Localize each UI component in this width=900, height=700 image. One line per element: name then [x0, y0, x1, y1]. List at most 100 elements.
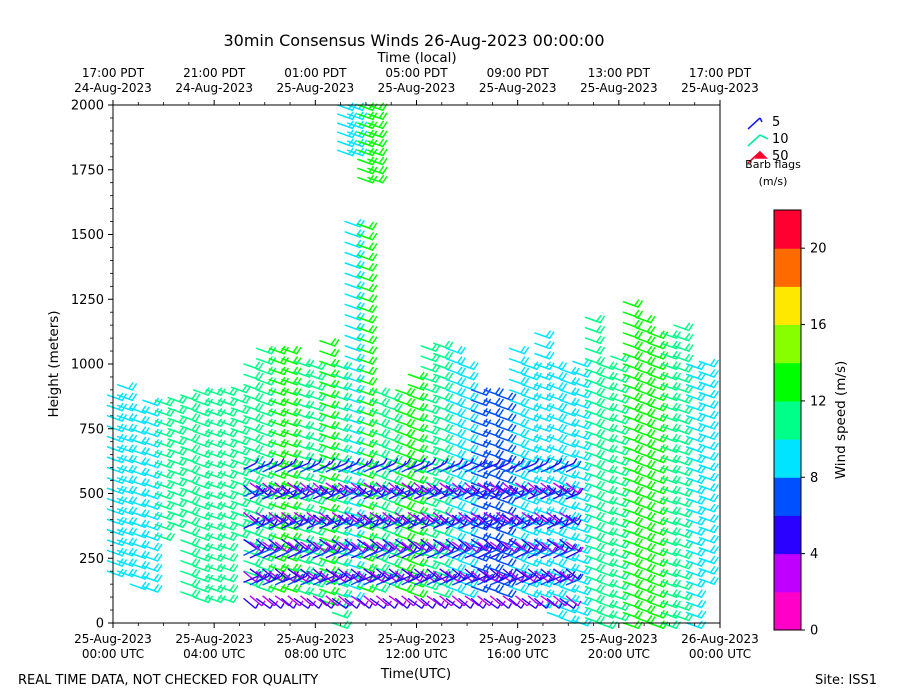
- barb-flag: [621, 478, 627, 486]
- barb-flag: [182, 468, 188, 477]
- wind-barb: [622, 413, 643, 422]
- barb-staff: [293, 526, 311, 534]
- barb-staff: [106, 435, 123, 443]
- wind-barb: [154, 418, 176, 427]
- barb-staff: [331, 363, 349, 370]
- wind-barb: [230, 457, 251, 466]
- barb-flag: [203, 584, 210, 592]
- barb-flag: [456, 356, 463, 364]
- wind-barb: [167, 436, 188, 446]
- barb-flag: [140, 415, 147, 423]
- barb-staff: [256, 565, 273, 573]
- barb-flag: [207, 440, 213, 448]
- barb-staff: [281, 503, 298, 510]
- barb-flag: [444, 392, 450, 400]
- barb-flag: [207, 533, 213, 541]
- barb-staff: [230, 500, 247, 508]
- barb-flag: [523, 367, 530, 376]
- wind-barb: [306, 558, 327, 567]
- barb-flag: [583, 607, 589, 615]
- barb-flag: [494, 428, 501, 436]
- barb-flag: [343, 382, 349, 390]
- barb-flag: [406, 501, 412, 509]
- barb-flag: [523, 388, 530, 396]
- barb-flag: [393, 413, 400, 421]
- barb-flag: [583, 483, 589, 491]
- barb-staff: [205, 440, 222, 448]
- wind-barb: [192, 439, 213, 448]
- barb-staff: [268, 503, 285, 510]
- barb-flag: [460, 502, 466, 510]
- wind-barb: [268, 449, 289, 459]
- barb-flag: [473, 414, 479, 422]
- barb-staff: [116, 446, 134, 453]
- barb-flag: [697, 599, 703, 607]
- barb-staff: [293, 371, 311, 378]
- barb-flag: [583, 410, 589, 418]
- barb-flag: [650, 512, 656, 521]
- barb-flag: [684, 498, 691, 506]
- wind-barb: [357, 314, 378, 324]
- barb-flag: [697, 516, 703, 524]
- barb-staff: [344, 282, 361, 290]
- barb-flag: [409, 429, 416, 438]
- wind-barb: [584, 459, 605, 469]
- barb-flag: [330, 441, 336, 449]
- barb-flag: [182, 416, 188, 425]
- barb-flag: [409, 440, 416, 448]
- barb-flag: [203, 408, 210, 416]
- barb-flag: [650, 595, 656, 604]
- barb-flag: [637, 424, 643, 433]
- wind-barb: [622, 444, 643, 453]
- barb-flag: [153, 553, 159, 561]
- barb-staff: [306, 425, 323, 433]
- wind-barb: [268, 501, 289, 510]
- barb-staff: [218, 461, 235, 469]
- barb-flag: [558, 506, 564, 514]
- barb-flag: [245, 447, 251, 456]
- barb-flag: [523, 346, 530, 355]
- wind-barb: [167, 446, 188, 456]
- barb-staff: [106, 560, 123, 567]
- barb-staff: [243, 383, 260, 391]
- barb-flag: [520, 584, 526, 592]
- barb-flag: [317, 413, 324, 421]
- barb-staff: [293, 433, 311, 440]
- barb-staff: [205, 575, 222, 583]
- barb-flag: [637, 611, 643, 619]
- wind-barb: [622, 620, 643, 629]
- barb-staff: [180, 466, 197, 474]
- barb-staff: [230, 417, 247, 425]
- barb-flag: [561, 403, 568, 412]
- barb-staff: [142, 399, 159, 407]
- barb-flag: [258, 476, 264, 484]
- wind-barb: [546, 610, 568, 619]
- barb-flag: [229, 418, 235, 426]
- barb-flag: [621, 509, 627, 517]
- barb-staff: [243, 425, 260, 433]
- barb-flag: [194, 466, 201, 474]
- wind-barb: [218, 408, 239, 417]
- barb-staff: [205, 451, 222, 459]
- barb-staff: [192, 482, 209, 490]
- wind-barb: [268, 397, 289, 407]
- barb-flag: [548, 331, 555, 339]
- barb-flag: [520, 345, 526, 354]
- barb-flag: [709, 452, 716, 460]
- barb-flag: [456, 428, 463, 436]
- barb-flag: [229, 501, 235, 509]
- barb-flag: [713, 380, 719, 389]
- wind-barb: [357, 273, 378, 282]
- barb-flag: [460, 554, 466, 562]
- barb-flag: [191, 402, 197, 411]
- barb-flag: [241, 498, 248, 506]
- barb-flag: [254, 423, 261, 431]
- barb-staff: [116, 497, 134, 505]
- bottom-axis-label: Time(UTC): [380, 666, 451, 682]
- barb-flag: [216, 522, 223, 530]
- barb-flag: [447, 455, 454, 464]
- barb-flag: [317, 402, 324, 411]
- wind-barb: [154, 439, 176, 448]
- wind-barb: [331, 610, 353, 619]
- barb-flag: [254, 361, 261, 369]
